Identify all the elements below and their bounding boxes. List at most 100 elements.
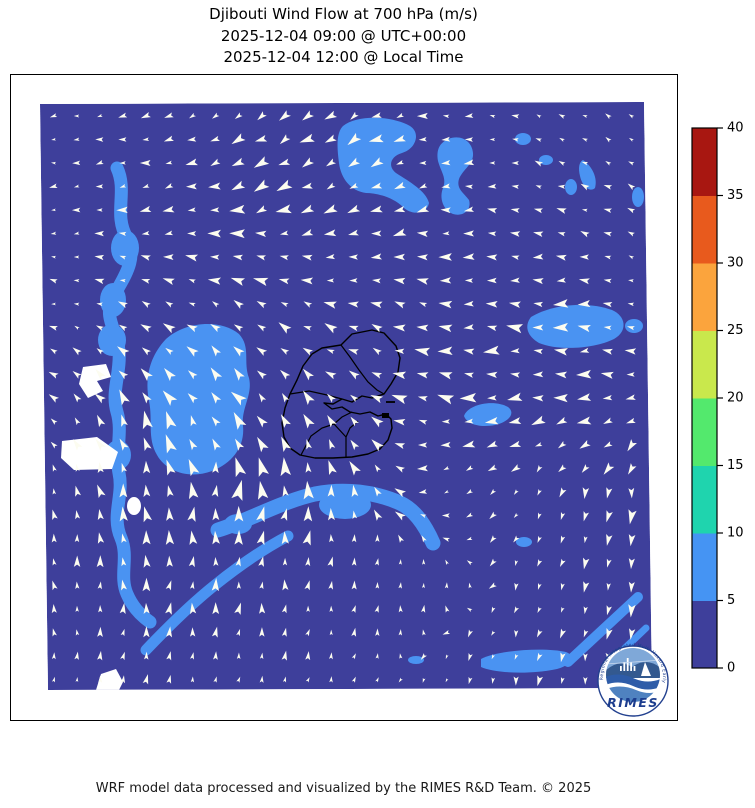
wind-arrow [235,457,247,478]
wind-arrow [97,414,106,428]
wind-arrow [211,345,221,357]
wind-arrow [51,533,57,543]
wind-arrow [350,416,359,427]
wind-arrow [604,255,612,260]
wind-arrow [233,324,244,332]
wind-arrow [351,653,356,660]
wind-arrow [143,437,152,451]
wind-arrow [533,348,544,355]
wind-arrow [536,114,542,119]
wind-arrow [628,509,637,525]
wind-arrow [52,464,57,472]
wind-arrow [349,182,359,189]
wind-arrow [514,653,519,660]
wind-arrow [97,532,105,544]
wind-arrow [73,439,83,451]
wind-arrow [468,582,472,589]
wind-arrow [120,651,125,661]
wind-arrow [532,395,544,402]
wind-arrow [253,277,269,286]
wind-arrow [121,533,127,544]
wind-arrow [394,301,406,309]
wind-arrow [259,652,264,660]
wind-arrow [489,511,497,520]
wind-arrow [422,629,426,636]
wind-arrow [255,230,267,238]
wind-arrow [165,160,173,165]
wind-arrow [491,677,496,684]
wind-arrow [507,392,523,401]
wind-arrow [552,322,569,332]
wind-arrow [97,508,104,520]
wind-arrow [142,137,150,142]
wind-arrow [437,394,455,405]
wind-arrow [143,602,150,614]
wind-arrow [392,228,407,237]
wind-arrow [466,560,473,566]
wind-arrow [627,207,636,214]
wind-arrow [119,161,126,165]
colorbar-segment [692,263,717,331]
wind-arrow [52,580,58,591]
wind-arrow [368,134,384,143]
wind-arrow [186,324,198,333]
wind-arrow [211,626,218,638]
wind-arrow [118,370,129,380]
wind-arrow [119,603,126,614]
wind-arrow [553,394,568,403]
wind-arrow [532,324,544,331]
wind-arrow [143,484,151,497]
wind-arrow [419,160,427,165]
wind-arrow [556,208,567,214]
wind-arrow [463,324,475,330]
wind-arrow [441,160,451,166]
wind-arrow [166,674,172,684]
wind-arrow [207,229,221,238]
wind-arrow [328,580,334,590]
wind-arrow [231,133,246,145]
wind-arrow [48,371,59,379]
wind-arrow [303,301,313,308]
wind-arrow [352,510,358,519]
wind-arrow [442,114,450,119]
wind-arrow [418,489,428,494]
wind-arrow [537,583,542,590]
wind-arrow [537,559,543,567]
wind-arrow [75,629,80,636]
wind-arrow [121,579,127,591]
wind-arrow [486,371,498,379]
wind-arrow [74,325,80,330]
wind-arrow [51,652,56,660]
wind-arrow [603,417,613,424]
wind-arrow [555,254,567,261]
wind-arrow [372,278,381,284]
wind-arrow [234,112,243,119]
wind-arrow [394,488,406,498]
wind-arrow [165,434,177,454]
wind-arrow [300,204,315,214]
wind-arrow [416,465,428,472]
wind-arrow [75,485,82,497]
wind-arrow [299,133,315,143]
wind-arrow [253,156,270,168]
wind-arrow [165,602,172,615]
wind-arrow [606,628,613,640]
wind-arrow [50,161,57,165]
wind-arrow [301,157,314,168]
wind-arrow [602,301,613,308]
wind-arrow [535,185,542,189]
wind-arrow [95,439,106,451]
wind-arrow [97,461,104,473]
wind-arrow [371,372,383,379]
wind-arrow [116,206,128,214]
wind-arrow [398,534,404,543]
wind-arrow [324,110,338,120]
wind-arrow [304,580,310,591]
wind-arrow [275,204,292,214]
wind-arrow [208,182,221,190]
wind-arrow [256,255,267,261]
wind-arrow [326,393,336,403]
wind-arrow [166,459,176,476]
wind-arrow [438,324,453,333]
colorbar-tick-label: 40 [727,121,744,136]
